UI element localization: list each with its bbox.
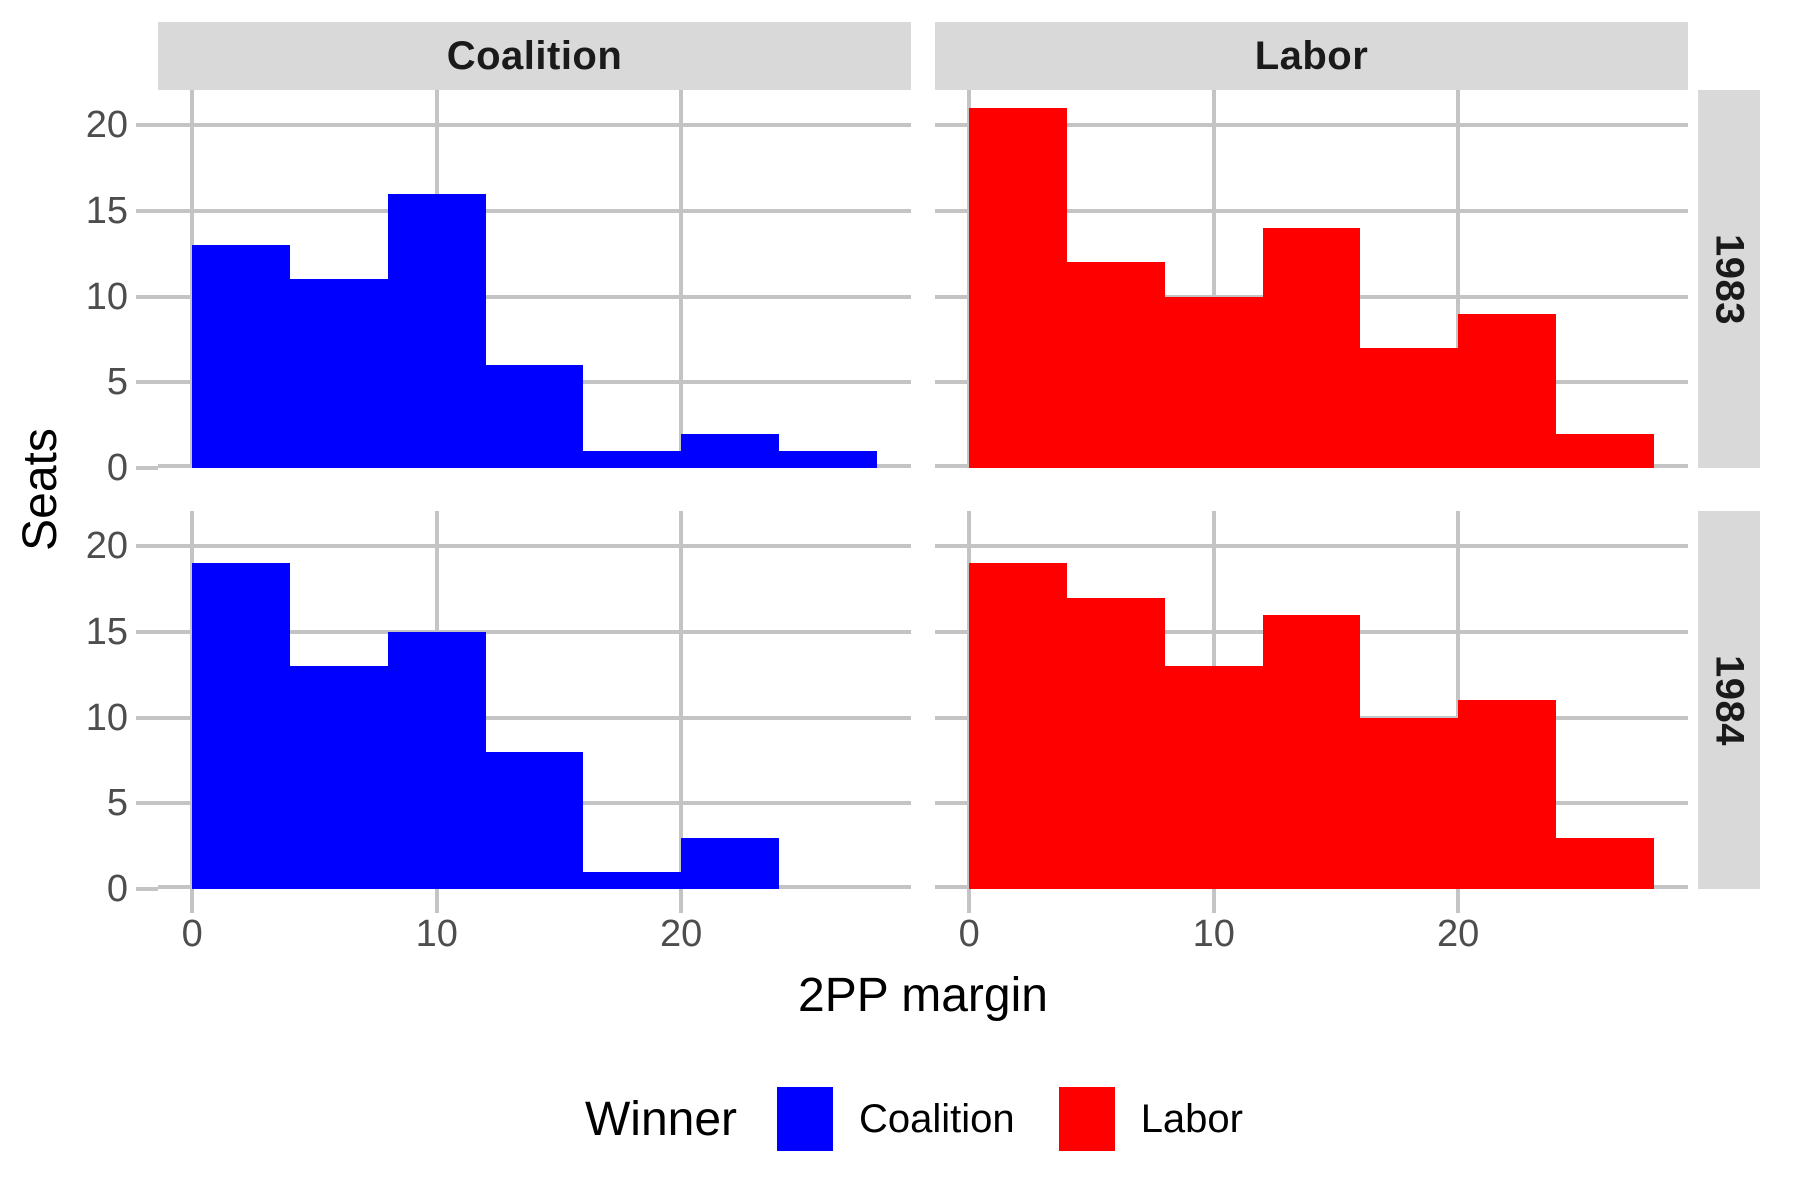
legend: Winner Coalition Labor xyxy=(158,1076,1688,1162)
histogram-bar xyxy=(387,193,486,468)
facet-column-strip-coalition-label: Coalition xyxy=(446,33,623,78)
histogram-bar xyxy=(583,871,682,889)
histogram-bar xyxy=(290,279,388,468)
y-axis-tick-label: 5 xyxy=(106,782,128,825)
x-axis-tick xyxy=(967,889,972,913)
histogram-bar xyxy=(387,631,486,889)
gridline-horizontal xyxy=(935,544,1688,549)
histogram-bar xyxy=(1360,348,1459,468)
histogram-bar xyxy=(1067,262,1165,468)
x-axis-tick xyxy=(1211,889,1216,913)
y-axis-tick xyxy=(136,466,158,470)
x-axis-tick-label: 20 xyxy=(1437,913,1480,955)
histogram-bar xyxy=(192,563,290,889)
gridline-horizontal xyxy=(158,629,911,634)
y-axis-tick xyxy=(136,544,158,549)
y-axis-tick xyxy=(136,887,158,891)
gridline-horizontal xyxy=(158,294,911,299)
y-axis-tick-label: 15 xyxy=(85,189,128,232)
y-axis-tick-label: 0 xyxy=(106,868,128,910)
y-axis-tick-label: 20 xyxy=(85,104,128,147)
facet-column-strip-labor: Labor xyxy=(935,22,1688,90)
facet-row-strip-1983-label: 1983 xyxy=(1707,233,1752,325)
legend-title: Winner xyxy=(584,1092,738,1146)
panel-coalition-1984 xyxy=(158,511,911,889)
histogram-bar xyxy=(778,450,877,468)
histogram-bar xyxy=(681,837,779,889)
x-axis-tick-label: 0 xyxy=(181,913,203,955)
histogram-bar xyxy=(1164,296,1263,468)
histogram-bar xyxy=(1067,597,1165,889)
gridline-horizontal xyxy=(158,208,911,213)
y-axis-tick-label: 10 xyxy=(85,275,128,318)
gridline-horizontal xyxy=(158,544,911,549)
y-axis-tick xyxy=(136,801,158,806)
histogram-bar xyxy=(1360,717,1459,889)
histogram-bar xyxy=(1262,614,1361,889)
histogram-bar xyxy=(583,450,682,468)
y-axis-tick xyxy=(136,123,158,128)
y-axis-tick xyxy=(136,294,158,299)
y-axis-title: Seats xyxy=(12,90,68,889)
x-axis-tick-label: 0 xyxy=(958,913,980,955)
x-axis-tick xyxy=(679,889,684,913)
y-axis-tick-label: 15 xyxy=(85,610,128,653)
y-axis-tick xyxy=(136,380,158,385)
y-axis-tick xyxy=(136,715,158,720)
y-axis-tick xyxy=(136,629,158,634)
histogram-bar xyxy=(681,433,779,468)
histogram-bar xyxy=(485,365,584,468)
gridline-horizontal xyxy=(935,208,1688,213)
y-axis-title-text: Seats xyxy=(13,428,67,551)
histogram-bar xyxy=(485,751,584,889)
legend-label-labor: Labor xyxy=(1140,1096,1243,1141)
histogram-bar xyxy=(1164,666,1263,889)
histogram-bar xyxy=(1458,313,1556,468)
facet-row-strip-1984: 1984 xyxy=(1698,511,1760,889)
legend-key-labor xyxy=(1058,1087,1115,1151)
legend-label-coalition: Coalition xyxy=(859,1096,1015,1141)
x-axis-tick-label: 10 xyxy=(1192,913,1235,955)
y-axis-tick-label: 20 xyxy=(85,525,128,568)
gridline-horizontal xyxy=(935,123,1688,128)
histogram-bar xyxy=(1555,433,1654,468)
x-axis-tick-label: 10 xyxy=(415,913,458,955)
histogram-bar xyxy=(192,245,290,468)
facet-column-strip-coalition: Coalition xyxy=(158,22,911,90)
gridline-vertical xyxy=(679,90,684,468)
gridline-vertical xyxy=(679,511,684,889)
facet-row-strip-1983: 1983 xyxy=(1698,90,1760,468)
gridline-horizontal xyxy=(158,715,911,720)
x-axis-tick-label: 20 xyxy=(660,913,703,955)
panel-labor-1983 xyxy=(935,90,1688,468)
x-axis-title: 2PP margin xyxy=(798,969,1048,1022)
y-axis-tick xyxy=(136,208,158,213)
panel-labor-1984 xyxy=(935,511,1688,889)
panel-coalition-1983 xyxy=(158,90,911,468)
histogram-bar xyxy=(290,666,388,889)
histogram-bar xyxy=(1262,228,1361,468)
legend-key-coalition xyxy=(777,1087,834,1151)
y-axis-tick-label: 10 xyxy=(85,696,128,739)
facet-column-strip-labor-label: Labor xyxy=(1254,33,1369,78)
gridline-horizontal xyxy=(158,123,911,128)
facet-row-strip-1984-label: 1984 xyxy=(1707,654,1752,746)
histogram-bar xyxy=(1458,700,1556,889)
y-axis-tick-label: 0 xyxy=(106,447,128,489)
gridline-vertical xyxy=(1211,90,1216,468)
x-axis-tick xyxy=(1456,889,1461,913)
x-axis-tick xyxy=(190,889,195,913)
gridline-vertical xyxy=(1456,90,1461,468)
histogram-bar xyxy=(1555,837,1654,889)
gridline-vertical xyxy=(1456,511,1461,889)
histogram-bar xyxy=(969,563,1067,889)
y-axis-tick-label: 5 xyxy=(106,361,128,404)
x-axis-tick xyxy=(434,889,439,913)
histogram-bar xyxy=(969,108,1067,468)
